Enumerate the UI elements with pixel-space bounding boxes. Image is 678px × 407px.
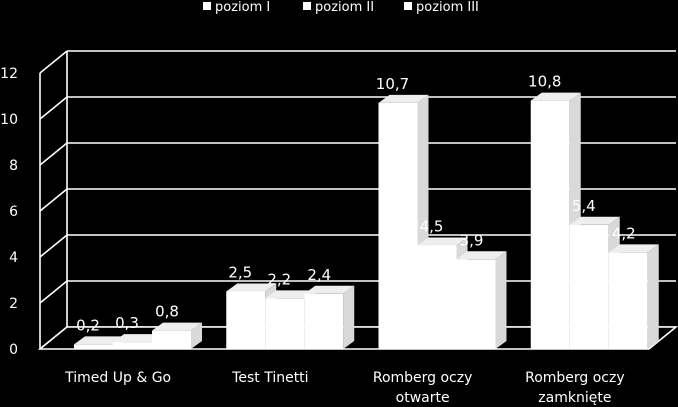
legend-label: poziom III <box>416 0 479 15</box>
labels-layer: 0,2 0,3 0,8 2,5 2,2 2,4 10,7 4,5 3,9 10,8 5,4 4,2 <box>76 73 636 335</box>
bar <box>226 291 266 349</box>
bar-side <box>495 251 507 349</box>
bar-side <box>647 244 659 349</box>
bar-top <box>417 237 468 246</box>
bar <box>417 245 457 349</box>
y-tick-label: 4 <box>9 250 18 266</box>
legend-label: poziom II <box>315 0 374 15</box>
data-label: 2,4 <box>307 266 331 284</box>
bar-top <box>152 322 202 331</box>
bar <box>304 293 344 349</box>
bar <box>265 298 305 349</box>
y-tick-label: 10 <box>0 112 18 128</box>
bars-layer <box>74 92 659 350</box>
bar-top <box>74 336 124 345</box>
legend-label: poziom I <box>215 0 270 15</box>
gridline-side <box>39 188 68 212</box>
bar <box>456 259 496 349</box>
bar-top <box>456 251 507 260</box>
bar <box>608 252 648 349</box>
data-label: 4,5 <box>420 218 444 236</box>
data-label: 10,8 <box>528 73 561 91</box>
bar <box>378 102 418 350</box>
gridline-side <box>39 142 68 166</box>
bar-top <box>569 216 620 225</box>
legend-swatch <box>303 2 311 10</box>
gridline-side <box>39 280 68 304</box>
bar <box>569 224 609 349</box>
data-label: 2,5 <box>228 264 252 282</box>
grid-layer <box>39 50 676 350</box>
bar-top <box>304 285 355 294</box>
bar-side <box>191 322 202 349</box>
data-label: 0,3 <box>115 314 139 332</box>
data-label: 5,4 <box>572 197 596 215</box>
bar-top <box>378 94 429 103</box>
y-tick-label: 6 <box>9 204 18 220</box>
x-tick-label: otwarte <box>396 390 450 406</box>
bar-top <box>226 283 277 292</box>
legend-swatch <box>404 2 412 10</box>
x-tick-label: zamknięte <box>538 390 611 406</box>
bar-top <box>608 244 659 253</box>
y-tick-label: 8 <box>9 158 18 174</box>
x-tick-label: Romberg oczy <box>373 370 473 386</box>
data-label: 2,2 <box>267 270 291 288</box>
x-tick-label: Test Tinetti <box>231 370 308 386</box>
bar <box>152 330 191 349</box>
legend: poziom I poziom II poziom III <box>203 0 479 15</box>
data-label: 4,2 <box>612 224 636 242</box>
x-tick-label: Romberg oczy <box>525 370 625 386</box>
gridline-side <box>39 96 68 120</box>
x-tick-label: Timed Up & Go <box>64 370 171 386</box>
bar-top <box>265 290 316 299</box>
data-label: 0,2 <box>76 316 100 334</box>
data-label: 3,9 <box>460 231 484 249</box>
gridline-side <box>39 50 68 74</box>
bar <box>74 344 113 349</box>
y-tick-label: 2 <box>9 296 18 312</box>
bar <box>113 342 152 349</box>
y-tick-label: 0 <box>9 342 18 358</box>
data-label: 10,7 <box>376 75 409 93</box>
legend-swatch <box>203 2 211 10</box>
gridline-side <box>39 234 68 258</box>
y-tick-label: 12 <box>0 66 18 82</box>
bar-side <box>343 285 355 349</box>
bar-top <box>113 334 163 343</box>
bar-top <box>530 92 581 101</box>
bar <box>530 100 570 349</box>
data-label: 0,8 <box>155 303 179 321</box>
